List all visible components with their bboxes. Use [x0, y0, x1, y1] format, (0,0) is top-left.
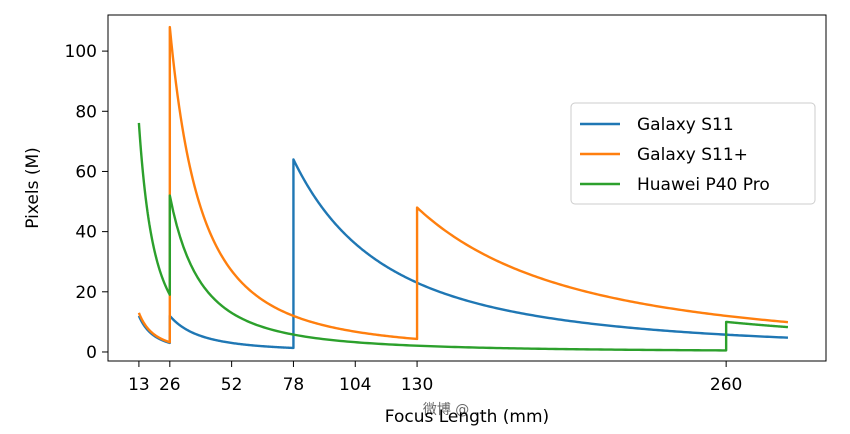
axes-frame — [107, 14, 827, 362]
y-tick-label: 100 — [65, 42, 97, 62]
watermark: 微博 @ ... — [423, 401, 487, 418]
plot-lines — [137, 25, 789, 352]
legend-entry-label: Galaxy S11 — [637, 115, 734, 135]
legend: Galaxy S11 Galaxy S11+ Huawei P40 Pro — [570, 102, 816, 205]
x-tick-label: 13 — [128, 375, 150, 395]
x-axis-label: Focus Length (mm) — [385, 407, 549, 427]
x-tick-label: 26 — [159, 375, 181, 395]
x-tick-label: 104 — [339, 375, 371, 395]
y-tick-label: 40 — [75, 223, 97, 243]
y-axis-label: Pixels (M) — [23, 147, 43, 229]
x-tick-label: 130 — [401, 375, 433, 395]
legend-entry-label: Huawei P40 Pro — [637, 175, 770, 195]
x-tick-label: 78 — [283, 375, 305, 395]
y-axis-ticks: 0 20 40 60 80 100 — [65, 42, 108, 363]
x-tick-label: 260 — [710, 375, 742, 395]
y-tick-label: 0 — [86, 343, 97, 363]
legend-entry-label: Galaxy S11+ — [637, 145, 748, 165]
series-line-1 — [137, 25, 789, 344]
x-axis-ticks: 13 26 52 78 104 130 260 — [128, 361, 742, 395]
series-line-2 — [137, 122, 789, 352]
legend-box — [570, 102, 816, 205]
x-tick-label: 52 — [221, 375, 243, 395]
y-tick-label: 20 — [75, 283, 97, 303]
y-tick-label: 60 — [75, 162, 97, 182]
y-tick-label: 80 — [75, 102, 97, 122]
